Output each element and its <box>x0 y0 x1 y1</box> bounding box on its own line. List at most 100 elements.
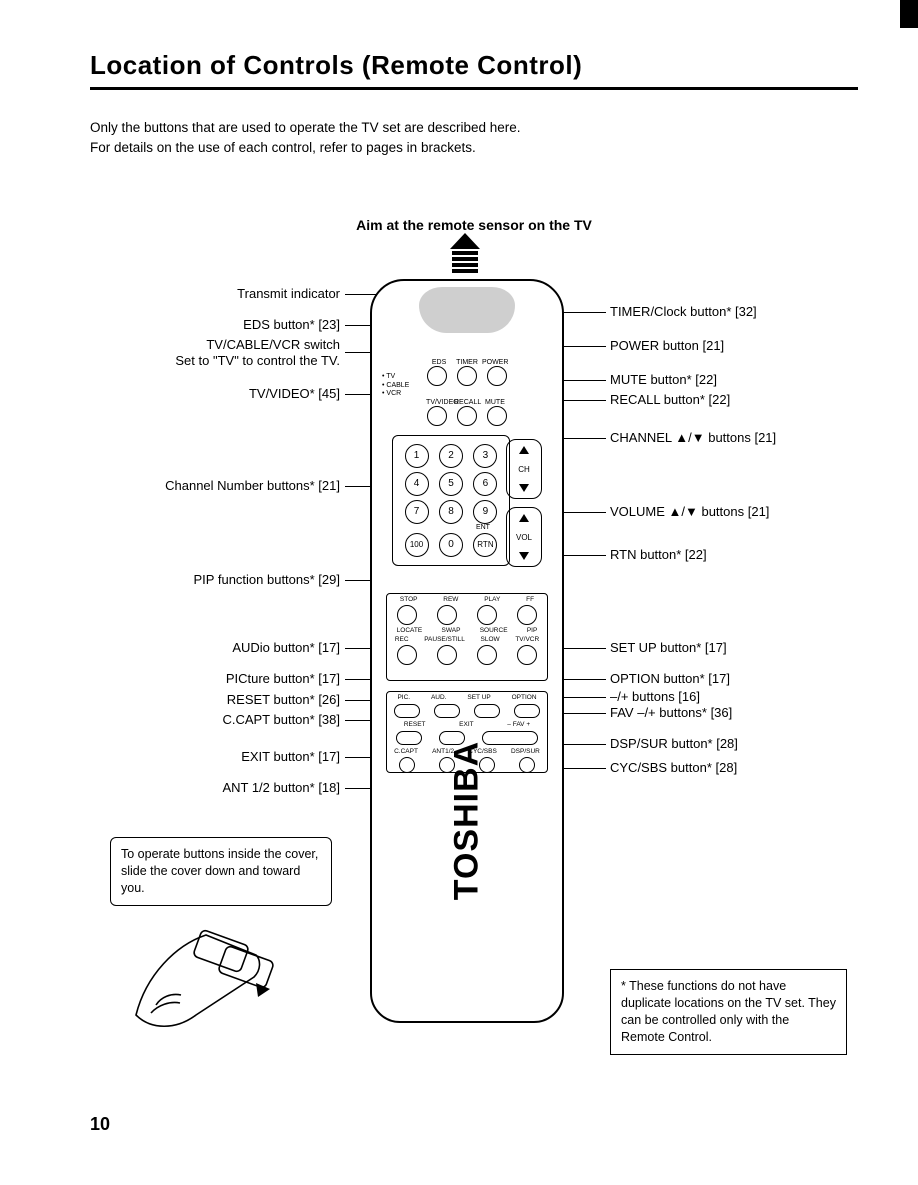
label-switch-2: Set to "TV" to control the TV. <box>175 353 340 368</box>
dspsur-button <box>519 757 535 773</box>
label-switch: TV/CABLE/VCR switch Set to "TV" to contr… <box>90 337 340 370</box>
locate-label: LOCATE <box>397 627 423 634</box>
source-label: SOURCE <box>480 627 508 634</box>
setup-button <box>474 704 500 718</box>
rec-button <box>397 645 417 665</box>
key-5: 5 <box>439 472 463 496</box>
label-tvvideo: TV/VIDEO* [45] <box>90 386 340 402</box>
tvvcr-label: TV/VCR <box>515 636 539 643</box>
aud-button <box>434 704 460 718</box>
pic-button <box>394 704 420 718</box>
label-volume: VOLUME ▲/▼ buttons [21] <box>610 504 769 520</box>
key-0: 0 <box>439 533 463 557</box>
power-button <box>487 366 507 386</box>
label-recall: RECALL button* [22] <box>610 392 730 408</box>
slow-label: SLOW <box>481 636 500 643</box>
remote-diagram: Transmit indicator EDS button* [23] TV/C… <box>90 239 858 1059</box>
play-label: PLAY <box>484 596 500 603</box>
asterisk-note-box: * These functions do not have duplicate … <box>610 969 847 1055</box>
ch-vol-column: CH VOL <box>506 439 542 575</box>
key-3: 3 <box>473 444 497 468</box>
fav-label: – FAV + <box>507 721 530 728</box>
label-fav: FAV –/+ buttons* [36] <box>610 705 732 721</box>
eds-label: EDS <box>426 359 452 366</box>
key-2: 2 <box>439 444 463 468</box>
corner-mark <box>900 0 918 28</box>
ch-label: CH <box>507 465 541 474</box>
rec-label: REC <box>395 636 409 643</box>
key-6: 6 <box>473 472 497 496</box>
rew-button <box>437 605 457 625</box>
stop-label: STOP <box>400 596 418 603</box>
reset-button <box>396 731 422 745</box>
option-label: OPTION <box>512 694 537 701</box>
tvvideo-button <box>427 406 447 426</box>
ccapt-label: C.CAPT <box>394 748 418 755</box>
volume-up-icon <box>519 514 529 522</box>
key-4: 4 <box>405 472 429 496</box>
cover-instruction-text: To operate buttons inside the cover, sli… <box>121 847 318 895</box>
aim-arrow-icon <box>450 233 480 275</box>
fav-button <box>482 731 538 745</box>
label-mute: MUTE button* [22] <box>610 372 717 388</box>
aim-caption: Aim at the remote sensor on the TV <box>90 217 858 233</box>
mute-button <box>487 406 507 426</box>
label-chnum: Channel Number buttons* [21] <box>90 478 340 494</box>
dspsur-label: DSP/SUR <box>511 748 540 755</box>
intro-text: Only the buttons that are used to operat… <box>90 118 858 157</box>
number-keypad: 1 2 3 4 5 6 7 8 9 ENT <box>392 435 510 566</box>
transmit-sensor-icon <box>419 287 515 333</box>
label-setup: SET UP button* [17] <box>610 640 727 656</box>
key-8: 8 <box>439 500 463 524</box>
ccapt-button <box>399 757 415 773</box>
channel-up-icon <box>519 446 529 454</box>
eds-button <box>427 366 447 386</box>
rew-label: REW <box>443 596 458 603</box>
label-minusplus: –/+ buttons [16] <box>610 689 700 705</box>
mute-label: MUTE <box>482 399 508 406</box>
label-dspsur: DSP/SUR button* [28] <box>610 736 738 752</box>
key-rtn: RTN <box>473 533 497 557</box>
page-number: 10 <box>90 1114 110 1135</box>
intro-line-2: For details on the use of each control, … <box>90 140 476 155</box>
pip-label: PIP <box>527 627 537 634</box>
brand-logo: TOSHIBA <box>448 741 487 900</box>
key-7: 7 <box>405 500 429 524</box>
label-option: OPTION button* [17] <box>610 671 730 687</box>
tvvideo-label: TV/VIDEO <box>426 399 452 406</box>
swap-label: SWAP <box>442 627 461 634</box>
label-transmit: Transmit indicator <box>90 286 340 302</box>
tvvcr-button <box>517 645 537 665</box>
aud-label: AUD. <box>431 694 447 701</box>
stop-button <box>397 605 417 625</box>
label-audio: AUDio button* [17] <box>90 640 340 656</box>
hand-illustration-icon <box>126 905 296 1035</box>
ff-button <box>517 605 537 625</box>
cover-instruction-box: To operate buttons inside the cover, sli… <box>110 837 332 906</box>
pic-label: PIC. <box>397 694 410 701</box>
label-pip: PIP function buttons* [29] <box>90 572 340 588</box>
recall-button <box>457 406 477 426</box>
option-button <box>514 704 540 718</box>
label-cycsbs: CYC/SBS button* [28] <box>610 760 737 776</box>
manual-page: Location of Controls (Remote Control) On… <box>0 0 918 1185</box>
volume-down-icon <box>519 552 529 560</box>
recall-label: RECALL <box>454 399 480 406</box>
channel-down-icon <box>519 484 529 492</box>
ff-label: FF <box>526 596 534 603</box>
page-title: Location of Controls (Remote Control) <box>90 50 858 81</box>
label-eds: EDS button* [23] <box>90 317 340 333</box>
label-channel: CHANNEL ▲/▼ buttons [21] <box>610 430 776 446</box>
top-button-row-2: TV/VIDEO RECALL MUTE <box>372 399 562 426</box>
key-100: 100 <box>405 533 429 557</box>
volume-rocker: VOL <box>506 507 542 567</box>
label-picture: PICture button* [17] <box>90 671 340 687</box>
play-button <box>477 605 497 625</box>
channel-rocker: CH <box>506 439 542 499</box>
remote-outline: • TV • CABLE • VCR EDS TIMER POWER TV/VI… <box>370 279 564 1023</box>
vol-label: VOL <box>507 533 541 542</box>
asterisk-note-text: * These functions do not have duplicate … <box>621 979 836 1044</box>
timer-button <box>457 366 477 386</box>
label-timer: TIMER/Clock button* [32] <box>610 304 757 320</box>
label-reset: RESET button* [26] <box>90 692 340 708</box>
